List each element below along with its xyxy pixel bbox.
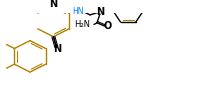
Text: N: N [49,0,57,9]
Text: N: N [96,7,104,17]
Text: N: N [53,44,61,54]
Text: HN: HN [72,7,83,16]
Text: O: O [104,21,112,31]
Text: H₂N: H₂N [74,20,90,29]
